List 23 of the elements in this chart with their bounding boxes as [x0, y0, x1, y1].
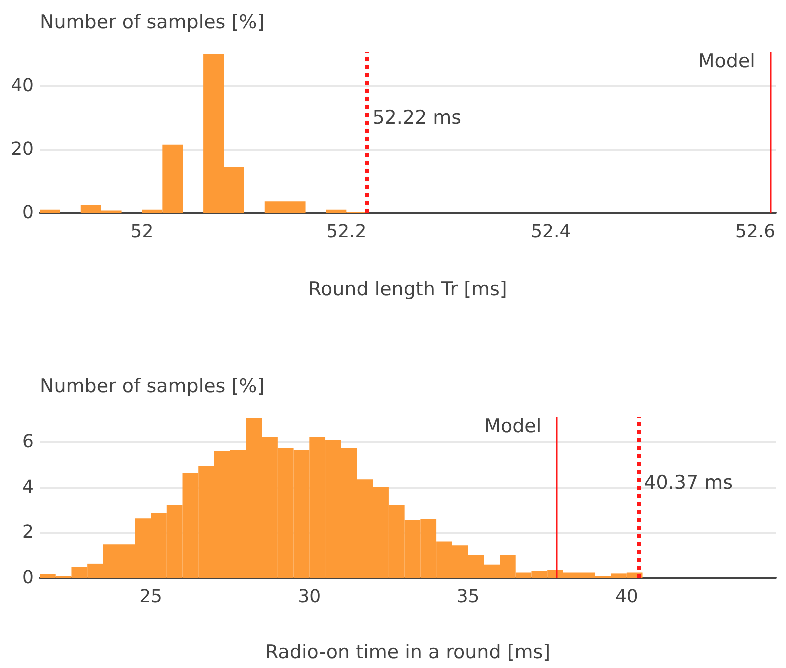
x-axis-title: Radio-on time in a round [ms]: [265, 642, 551, 664]
ref-line-label: 40.37 ms: [644, 472, 734, 494]
ref-line-label: Model: [484, 416, 542, 438]
x-tick-label: 25: [140, 586, 162, 608]
ref-line-label: 52.22 ms: [372, 107, 462, 129]
y-tick-label: 20: [11, 139, 34, 160]
x-tick-label: 52.4: [531, 222, 572, 242]
x-tick-label: 35: [456, 586, 480, 608]
y-axis-title: Number of samples [%]: [40, 12, 265, 34]
y-tick-label: 0: [22, 202, 34, 224]
y-tick-label: 0: [22, 568, 34, 588]
y-tick-label: 6: [22, 431, 34, 452]
ref-line-label: Model: [698, 50, 756, 72]
x-tick-label: 52: [130, 222, 154, 242]
y-tick-label: 2: [22, 522, 34, 544]
y-tick-label: 40: [11, 76, 34, 97]
x-tick-label: 30: [298, 586, 322, 608]
x-axis-title: Round length Tr [ms]: [308, 278, 508, 300]
x-tick-label: 52.2: [326, 222, 367, 242]
y-axis-title: Number of samples [%]: [40, 376, 265, 398]
y-tick-label: 4: [22, 476, 34, 498]
x-tick-label: 52.6: [736, 222, 776, 242]
x-tick-label: 40: [615, 586, 638, 608]
